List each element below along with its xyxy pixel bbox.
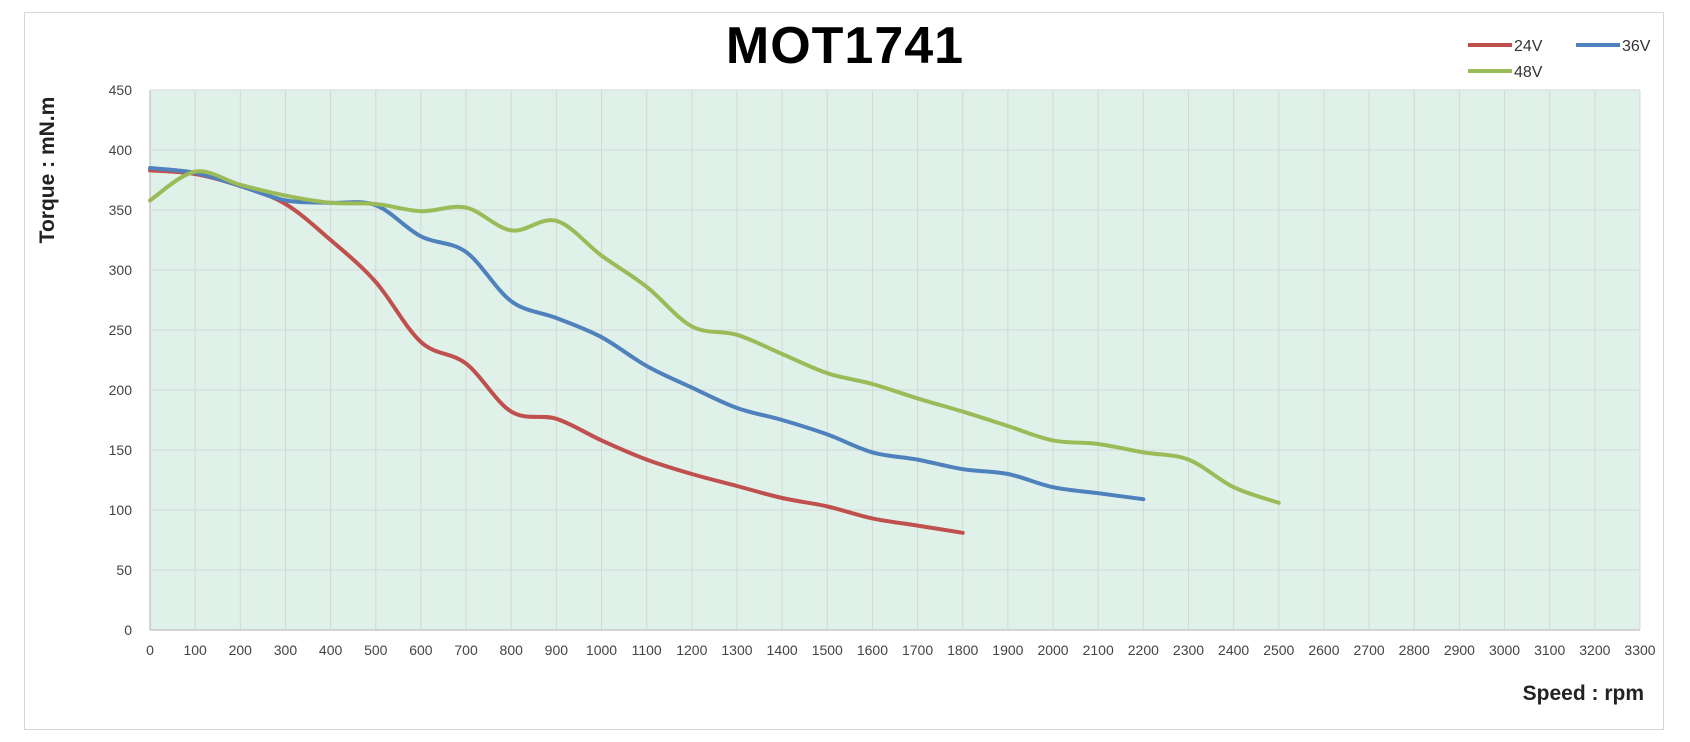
- x-tick-label: 1700: [902, 642, 933, 658]
- x-tick-label: 1100: [632, 642, 662, 658]
- y-tick-label: 0: [124, 622, 132, 638]
- y-tick-label: 100: [109, 502, 133, 518]
- x-tick-label: 3300: [1624, 642, 1655, 658]
- series-line-48v: [148, 169, 1281, 505]
- x-tick-label: 2400: [1218, 642, 1249, 658]
- x-tick-label: 3200: [1579, 642, 1610, 658]
- x-tick-label: 200: [229, 642, 253, 658]
- x-tick-label: 1400: [767, 642, 798, 658]
- y-tick-label: 50: [116, 562, 132, 578]
- y-tick-label: 400: [109, 142, 133, 158]
- x-tick-label: 2800: [1399, 642, 1430, 658]
- x-tick-label: 0: [146, 642, 154, 658]
- y-tick-label: 150: [109, 442, 133, 458]
- x-tick-label: 2000: [1037, 642, 1068, 658]
- x-tick-label: 600: [409, 642, 433, 658]
- x-tick-label: 1800: [947, 642, 978, 658]
- chart-title: MOT1741: [725, 17, 965, 75]
- x-tick-label: 100: [183, 642, 207, 658]
- x-tick-label: 1200: [676, 642, 707, 658]
- legend-label-48v: 48V: [1514, 64, 1543, 81]
- x-tick-label: 1500: [812, 642, 843, 658]
- x-axis-label: Speed : rpm: [1522, 682, 1644, 705]
- y-tick-label: 200: [109, 382, 133, 398]
- x-tick-label: 2100: [1083, 642, 1114, 658]
- x-tick-label: 2500: [1263, 642, 1294, 658]
- x-tick-label: 1600: [857, 642, 888, 658]
- x-tick-label: 2300: [1173, 642, 1204, 658]
- legend-label-36v: 36V: [1622, 38, 1651, 55]
- x-tick-label: 2900: [1444, 642, 1475, 658]
- y-tick-label: 450: [109, 82, 133, 98]
- x-tick-label: 3100: [1534, 642, 1565, 658]
- series-line-24v: [148, 168, 965, 535]
- plot-area: [150, 90, 1640, 630]
- x-tick-label: 400: [319, 642, 343, 658]
- x-tick-label: 2700: [1354, 642, 1385, 658]
- x-tick-label: 800: [500, 642, 524, 658]
- x-tick-label: 300: [274, 642, 298, 658]
- x-tick-label: 2200: [1128, 642, 1159, 658]
- x-tick-label: 900: [545, 642, 569, 658]
- x-tick-label: 1300: [721, 642, 752, 658]
- x-tick-label: 500: [364, 642, 388, 658]
- y-tick-label: 250: [109, 322, 133, 338]
- x-tick-label: 2600: [1308, 642, 1339, 658]
- x-tick-label: 700: [454, 642, 478, 658]
- legend-label-24v: 24V: [1514, 38, 1543, 55]
- x-tick-label: 1900: [992, 642, 1023, 658]
- x-tick-label: 3000: [1489, 642, 1520, 658]
- x-tick-label: 1000: [586, 642, 617, 658]
- y-tick-label: 300: [109, 262, 133, 278]
- y-tick-label: 350: [109, 202, 133, 218]
